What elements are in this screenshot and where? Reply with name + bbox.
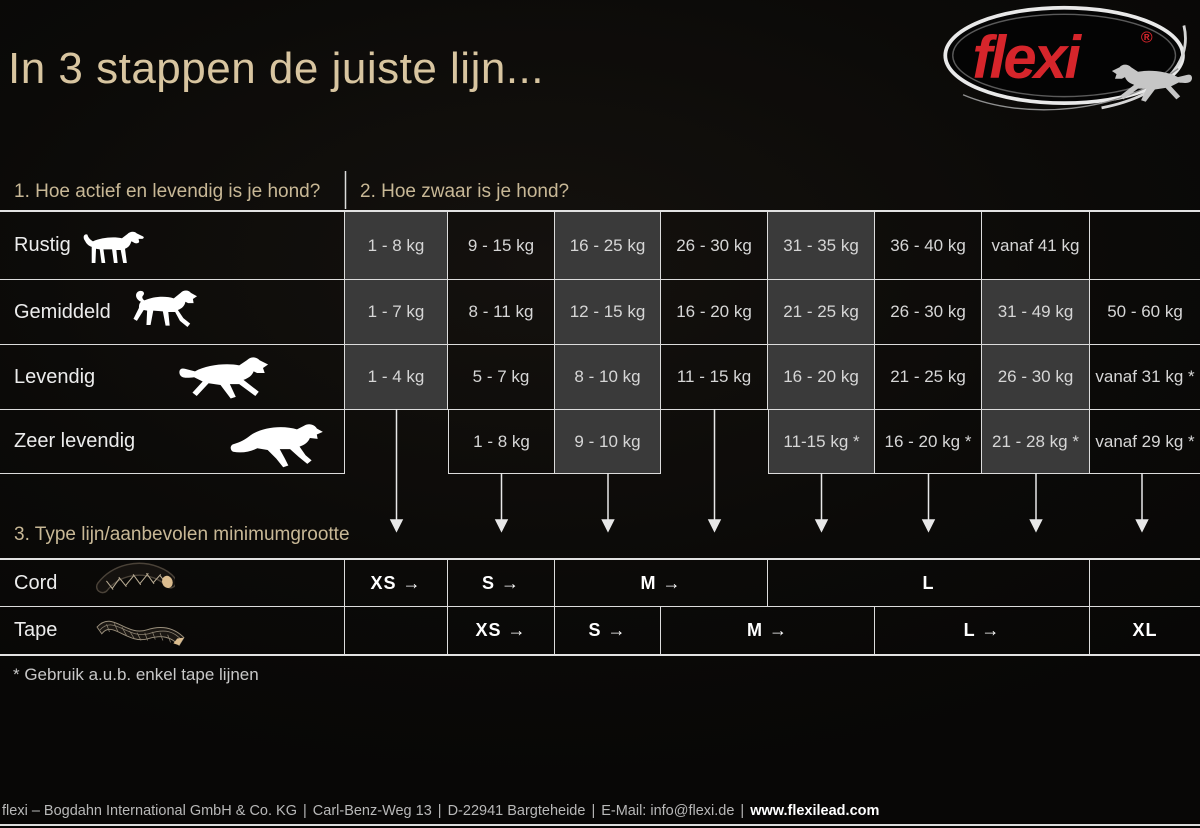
tape-size-cell: S → [555, 607, 661, 654]
weight-cell-empty [1090, 212, 1200, 280]
weight-cell: 21 - 25 kg [875, 345, 982, 410]
footer-website: www.flexilead.com [750, 803, 880, 819]
footer-company: flexi – Bogdahn International GmbH & Co.… [2, 803, 297, 819]
weight-cell-empty [661, 410, 768, 474]
activity-label: Gemiddeld [14, 300, 111, 323]
weight-cell: 31 - 35 kg [768, 212, 875, 280]
weight-cell: 1 - 7 kg [345, 280, 448, 345]
line-type-label: Tape [14, 619, 58, 641]
weight-cell: vanaf 31 kg * [1090, 345, 1200, 410]
footer-street: Carl-Benz-Weg 13 [312, 803, 432, 819]
cord-size-cell: L [768, 560, 1090, 607]
dog-running-icon [179, 357, 269, 399]
step2-header: 2. Hoe zwaar is je hond? [360, 181, 570, 202]
weight-cell: 21 - 28 kg * [982, 410, 1090, 474]
down-arrow [814, 473, 829, 533]
tape-size-cell-empty [345, 607, 448, 654]
dog-trotting-icon [133, 290, 198, 328]
line-type-row-tape: Tape [0, 607, 345, 654]
activity-row-rustig: Rustig [0, 212, 345, 280]
weight-cell: 9 - 15 kg [448, 212, 555, 280]
tape-only-footnote: * Gebruik a.u.b. enkel tape lijnen [13, 665, 259, 684]
weight-cell: vanaf 29 kg * [1090, 410, 1200, 474]
weight-cell: 1 - 4 kg [345, 345, 448, 410]
weight-cell: 21 - 25 kg [768, 280, 875, 345]
weight-cell: 26 - 30 kg [875, 280, 982, 345]
weight-cell: 16 - 20 kg [661, 280, 768, 345]
logo-brand-text: flexi [972, 24, 1082, 91]
registered-mark: ® [1141, 29, 1153, 46]
weight-cell: 1 - 8 kg [448, 410, 555, 474]
weight-cell: 31 - 49 kg [982, 280, 1090, 345]
weight-cell-empty [345, 410, 448, 474]
tape-size-cell: L → [875, 607, 1090, 654]
footer-email: E-Mail: info@flexi.de [601, 803, 735, 819]
weight-cell: 5 - 7 kg [448, 345, 555, 410]
weight-cell: 36 - 40 kg [875, 212, 982, 280]
activity-row-gemiddeld: Gemiddeld [0, 280, 345, 345]
footer-city: D-22941 Bargteheide [447, 803, 586, 819]
weight-cell: 8 - 11 kg [448, 280, 555, 345]
line-type-label: Cord [14, 571, 58, 594]
line-type-row-cord: Cord [0, 560, 345, 607]
weight-cell: 16 - 20 kg * [875, 410, 982, 474]
step1-header: 1. Hoe actief en levendig is je hond? [14, 181, 321, 202]
footer-separator: | [740, 803, 745, 819]
activity-label: Zeer levendig [14, 430, 136, 452]
down-arrow [1135, 473, 1149, 533]
tape-size-cell: XL [1132, 620, 1158, 640]
flexi-logo: flexi ® [943, 5, 1193, 111]
down-arrow [921, 473, 936, 533]
weight-cell: vanaf 41 kg [982, 212, 1090, 280]
tape-size-cell: XS → [448, 607, 555, 654]
weight-cell: 11-15 kg * [768, 410, 875, 474]
weight-cell: 26 - 30 kg [661, 212, 768, 280]
cord-size-cell: S → [448, 560, 555, 607]
activity-row-zeer-levendig: Zeer levendig [0, 410, 345, 474]
cord-size-cell: XS → [345, 560, 448, 607]
activity-row-levendig: Levendig [0, 345, 345, 410]
down-arrow [601, 473, 615, 533]
dog-standing-icon [83, 231, 144, 263]
weight-cell: 50 - 60 kg [1090, 280, 1200, 345]
weight-cell: 16 - 20 kg [768, 345, 875, 410]
footer-separator: | [437, 803, 442, 819]
down-arrow [1029, 473, 1043, 533]
weight-table: Rustig 1 - 8 kg 9 - 15 kg 16 - 25 kg 26 … [0, 210, 1200, 474]
weight-cell: 9 - 10 kg [555, 410, 661, 474]
cord-size-cell-empty [1090, 560, 1200, 607]
size-table: Cord XS → S → M → L Tape XS → S → M [0, 558, 1200, 656]
down-arrow [494, 473, 509, 533]
weight-cell: 8 - 10 kg [555, 345, 661, 410]
weight-cell: 16 - 25 kg [555, 212, 661, 280]
logo-dog-icon [1111, 64, 1193, 102]
cord-leash-icon [95, 562, 175, 594]
bottom-divider [0, 824, 1200, 826]
cord-size-cell: M → [555, 560, 768, 607]
footer: flexi – Bogdahn International GmbH & Co.… [2, 803, 879, 819]
activity-label: Levendig [14, 365, 96, 388]
step3-header: 3. Type lijn/aanbevolen minimumgrootte [14, 524, 350, 545]
weight-cell: 12 - 15 kg [555, 280, 661, 345]
tape-leash-icon [96, 620, 185, 646]
dog-sprinting-icon [230, 424, 323, 468]
footer-separator: | [303, 803, 307, 819]
page-title: In 3 stappen de juiste lijn... [8, 44, 544, 93]
footer-separator: | [591, 803, 596, 819]
tape-size-cell: M → [661, 607, 875, 654]
weight-cell: 1 - 8 kg [345, 212, 448, 280]
activity-label: Rustig [14, 234, 71, 256]
weight-cell: 26 - 30 kg [982, 345, 1090, 410]
weight-cell: 11 - 15 kg [661, 345, 768, 410]
